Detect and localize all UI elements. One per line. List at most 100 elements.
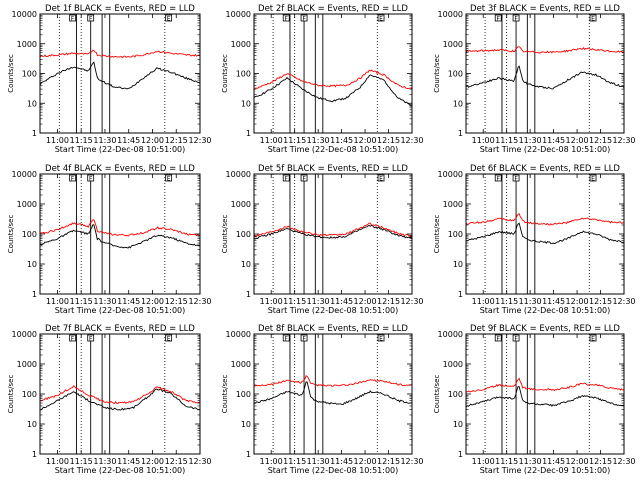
flag-label: F <box>514 336 518 343</box>
flag-label: F <box>71 336 75 343</box>
x-tick-label: 11:15 <box>70 297 93 306</box>
x-tick-label: 12:00 <box>141 136 164 145</box>
flag-label: F <box>302 16 306 23</box>
x-tick-label: 11:15 <box>283 457 306 466</box>
x-axis-label: Start Time (22-Dec-08 10:51:00) <box>480 145 611 154</box>
series-line <box>465 46 625 54</box>
y-tick-label: 10000 <box>226 330 251 339</box>
flag-label: F <box>71 176 75 183</box>
flag-label: E <box>167 336 171 343</box>
x-tick-label: 12:00 <box>566 297 589 306</box>
x-tick-label: 12:15 <box>165 136 188 145</box>
flag-marker <box>282 174 290 182</box>
x-tick-label: 12:00 <box>566 136 589 145</box>
y-axis-label: Counts/sec <box>7 54 15 93</box>
x-tick-label: 11:45 <box>117 297 140 306</box>
chart-title: Det 4f BLACK = Events, RED = LLD <box>45 164 195 174</box>
y-axis-label: Counts/sec <box>221 215 229 254</box>
flag-label: E <box>167 16 171 23</box>
flag-marker <box>69 334 77 342</box>
flag-marker <box>282 14 290 22</box>
flag-label: F <box>514 16 518 23</box>
x-tick-label: 12:30 <box>612 457 635 466</box>
y-tick-label: 10000 <box>438 170 463 179</box>
y-tick-label: 10000 <box>438 330 463 339</box>
flag-marker <box>87 174 95 182</box>
x-tick-label: 11:30 <box>93 457 116 466</box>
series-line <box>466 65 625 90</box>
y-tick-label: 10000 <box>12 170 37 179</box>
chart-title: Det 1f BLACK = Events, RED = LLD <box>45 4 195 14</box>
x-tick-label: 11:00 <box>260 297 283 306</box>
flag-marker <box>69 174 77 182</box>
flag-label: F <box>284 336 288 343</box>
y-tick-label: 10 <box>241 260 251 269</box>
chart-title: Det 8f BLACK = Events, RED = LLD <box>258 324 408 334</box>
flag-marker <box>87 14 95 22</box>
x-tick-label: 12:00 <box>354 297 377 306</box>
flag-marker <box>494 14 502 22</box>
y-tick-label: 1000 <box>231 40 251 49</box>
x-tick-label: 12:00 <box>141 297 164 306</box>
flag-marker <box>377 334 385 342</box>
y-axis-label: Counts/sec <box>433 54 441 93</box>
y-tick-label: 10000 <box>12 330 37 339</box>
x-tick-label: 12:00 <box>141 457 164 466</box>
x-tick-label: 11:30 <box>519 297 542 306</box>
y-tick-label: 10 <box>453 420 463 429</box>
y-tick-label: 1000 <box>17 200 37 209</box>
y-tick-label: 1000 <box>443 200 463 209</box>
series-line <box>466 222 625 245</box>
series-line <box>254 374 413 387</box>
x-tick-label: 11:15 <box>283 136 306 145</box>
flag-marker <box>512 334 520 342</box>
y-tick-label: 100 <box>448 70 463 79</box>
x-tick-label: 12:15 <box>589 136 612 145</box>
y-tick-label: 1 <box>246 450 251 459</box>
flag-marker <box>589 334 597 342</box>
flag-marker <box>589 174 597 182</box>
flag-label: E <box>379 16 383 23</box>
flag-marker <box>377 174 385 182</box>
series-line <box>40 388 201 411</box>
plot-frame <box>253 13 413 134</box>
x-tick-label: 11:15 <box>495 457 518 466</box>
flag-marker <box>300 174 308 182</box>
y-tick-label: 1 <box>32 450 37 459</box>
y-tick-label: 1000 <box>443 360 463 369</box>
x-tick-label: 11:15 <box>495 297 518 306</box>
series-line <box>253 69 413 90</box>
y-tick-label: 1000 <box>17 40 37 49</box>
x-tick-label: 11:00 <box>46 297 69 306</box>
y-tick-label: 100 <box>448 390 463 399</box>
x-tick-label: 12:15 <box>165 457 188 466</box>
x-axis-label: Start Time (22-Dec-08 10:51:00) <box>55 145 186 154</box>
y-tick-label: 10 <box>27 99 37 108</box>
y-axis-label: Counts/sec <box>221 375 229 414</box>
x-tick-label: 11:30 <box>519 136 542 145</box>
plot-frame <box>39 13 201 134</box>
x-tick-label: 11:45 <box>542 136 565 145</box>
y-tick-label: 100 <box>236 390 251 399</box>
x-tick-label: 11:15 <box>283 297 306 306</box>
x-tick-label: 11:00 <box>46 136 69 145</box>
x-tick-label: 11:30 <box>519 457 542 466</box>
plot-frame <box>465 333 625 455</box>
x-tick-label: 11:30 <box>93 136 116 145</box>
x-tick-label: 12:30 <box>400 457 423 466</box>
series-line <box>39 61 201 90</box>
chart-title: Det 7f BLACK = Events, RED = LLD <box>45 324 195 334</box>
flag-label: E <box>591 336 595 343</box>
flag-label: F <box>71 16 75 23</box>
plot-frame <box>39 173 201 295</box>
y-tick-label: 1 <box>32 129 37 138</box>
x-tick-label: 11:30 <box>307 457 330 466</box>
x-axis-label: Start Time (22-Dec-08 10:51:00) <box>55 306 186 315</box>
x-tick-label: 11:30 <box>307 136 330 145</box>
